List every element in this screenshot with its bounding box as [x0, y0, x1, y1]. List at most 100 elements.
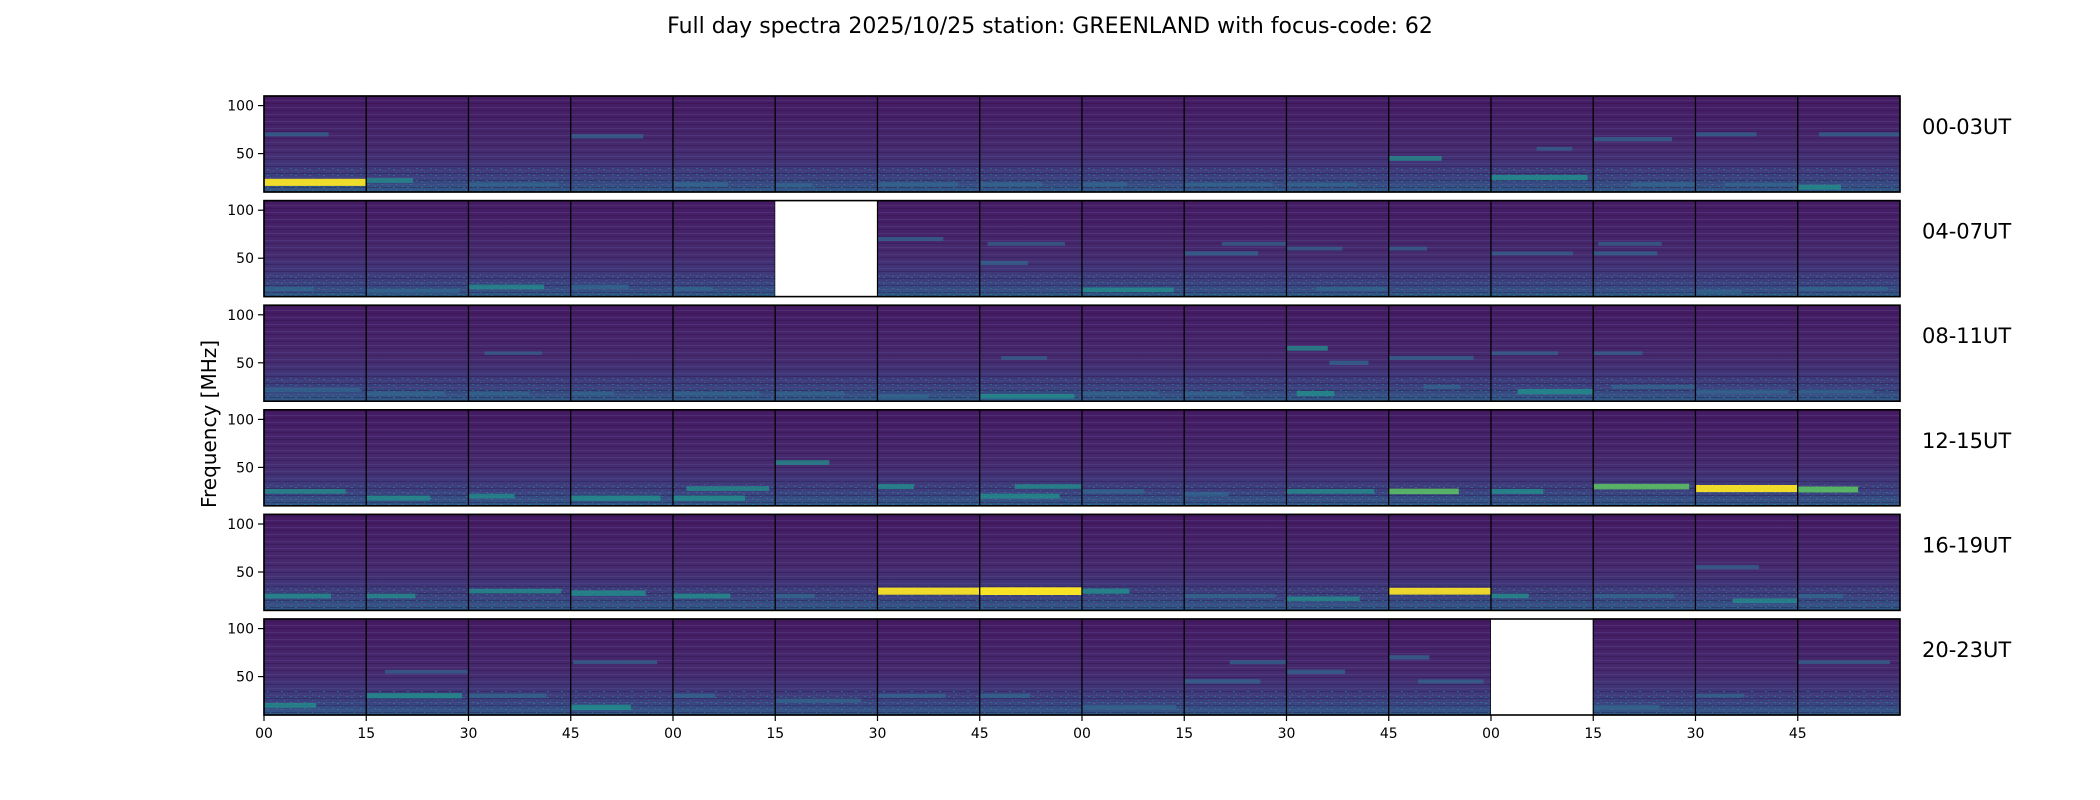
emission-band	[1286, 669, 1345, 674]
emission-band	[775, 183, 813, 188]
spectrum-panel	[1592, 618, 1697, 716]
emission-band	[775, 391, 845, 396]
panel-noise-floor	[468, 168, 571, 192]
emission-band	[673, 693, 716, 698]
y-tick-label: 50	[236, 356, 254, 372]
panel-noise-floor	[1286, 168, 1389, 192]
y-tick-label: 50	[236, 251, 254, 267]
emission-band	[1184, 391, 1244, 396]
emission-band	[1695, 485, 1798, 493]
spectra-grid	[263, 95, 1901, 716]
emission-band	[1818, 132, 1900, 137]
missing-panel	[1491, 619, 1594, 715]
panel-noise-floor	[1593, 691, 1696, 715]
emission-band	[1184, 251, 1259, 256]
spectrum-panel	[1490, 95, 1594, 193]
panel-noise-floor	[1082, 168, 1185, 192]
row-frame	[263, 304, 1901, 403]
emission-band	[468, 284, 545, 290]
panel-noise-floor	[1491, 586, 1594, 611]
spectrum-panel	[1285, 513, 1390, 612]
emission-band	[1014, 484, 1082, 489]
panel-noise-floor	[1184, 272, 1287, 297]
emission-band	[264, 132, 329, 137]
emission-band	[468, 493, 515, 499]
panel-noise-floor	[1797, 272, 1900, 297]
emission-band	[1229, 660, 1287, 665]
spectrum-panel	[1388, 95, 1492, 193]
y-tick-label: 100	[227, 99, 254, 115]
emission-band	[1798, 486, 1859, 493]
x-tick-label: 30	[1278, 726, 1296, 742]
spectrum-panel	[1285, 409, 1390, 507]
spectrum-panel	[263, 200, 367, 298]
spectrum-panel	[1490, 513, 1594, 612]
spectrum-panel	[1183, 95, 1288, 193]
emission-band	[877, 394, 929, 399]
emission-band	[1797, 389, 1873, 394]
spectrum-panel	[1592, 200, 1697, 298]
emission-band	[686, 486, 770, 491]
emission-band	[570, 391, 614, 396]
panel-noise-floor	[468, 377, 571, 402]
panel-noise-floor	[673, 272, 776, 297]
emission-band	[1593, 705, 1660, 710]
panel-noise-floor	[1082, 377, 1185, 402]
spectrum-panel	[672, 409, 776, 507]
spectrum-panel	[1081, 304, 1185, 402]
spectrum-panel	[1694, 304, 1799, 402]
emission-band	[1491, 174, 1588, 181]
spectrum-panel	[1388, 513, 1492, 612]
emission-band	[987, 241, 1065, 246]
y-tick-label: 100	[227, 622, 254, 638]
emission-band	[1611, 384, 1696, 389]
spectrum-panel	[570, 513, 674, 612]
emission-band	[264, 593, 331, 599]
spectrum-panel	[979, 304, 1083, 402]
panel-noise-floor	[1388, 377, 1491, 402]
spectrum-panel	[570, 95, 674, 193]
emission-band	[1593, 137, 1673, 142]
spectrum-panel	[1797, 409, 1901, 507]
row-time-label: 16-19UT	[1922, 533, 2011, 557]
spectrum-panel	[263, 409, 367, 507]
emission-band	[468, 693, 547, 698]
spectrum-panel	[365, 304, 470, 402]
spectrum-panel	[979, 513, 1083, 612]
emission-band	[1184, 593, 1276, 599]
spectrum-panel	[365, 95, 470, 193]
row-time-label: 12-15UT	[1922, 429, 2011, 453]
y-tick-label: 100	[227, 203, 254, 219]
emission-band	[1536, 146, 1573, 151]
emission-band	[1221, 241, 1287, 246]
panel-noise-floor	[877, 272, 980, 297]
spectrum-panel	[1592, 95, 1697, 193]
emission-band	[468, 182, 559, 187]
emission-band	[1418, 679, 1484, 684]
emission-band	[1724, 182, 1798, 187]
x-tick-label: 30	[1687, 726, 1705, 742]
spectrum-panel	[263, 304, 367, 402]
spectrum-panel	[672, 200, 776, 298]
emission-band	[1797, 184, 1841, 190]
panel-noise-floor	[1593, 377, 1696, 402]
panel-noise-floor	[1286, 691, 1389, 715]
emission-band	[1388, 246, 1427, 251]
spectrum-panel	[365, 618, 470, 716]
emission-band	[1695, 289, 1742, 294]
x-tick-label: 45	[562, 726, 580, 742]
emission-band	[877, 587, 980, 595]
spectrum-panel	[467, 618, 572, 716]
emission-band	[1798, 593, 1844, 599]
spectrum-panel	[1285, 618, 1390, 716]
spectrum-panel	[1491, 619, 1594, 715]
spectrum-panel	[1694, 513, 1799, 612]
spectra-row	[263, 408, 1901, 507]
emission-band	[1695, 389, 1789, 394]
panel-noise-floor	[775, 586, 878, 611]
row-time-label: 04-07UT	[1922, 220, 2011, 244]
spectrum-panel	[365, 200, 470, 298]
panel-noise-floor	[1593, 272, 1696, 297]
emission-band	[979, 182, 1043, 187]
panel-noise-floor	[775, 377, 878, 402]
